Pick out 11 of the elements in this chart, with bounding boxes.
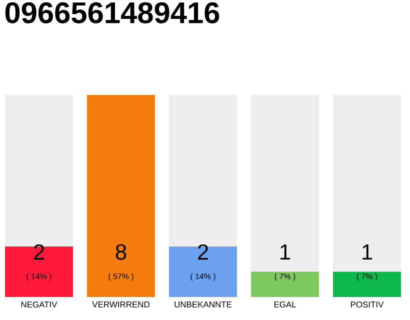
x-tick-label: EGAL	[274, 302, 296, 308]
data-label: 1	[362, 244, 372, 260]
x-tick-label: NEGATIV	[21, 302, 58, 308]
chart-title: 0966561489416	[5, 2, 220, 24]
x-tick-label: POSITIV	[350, 302, 384, 308]
x-tick-label: VERWIRREND	[92, 302, 150, 308]
data-label: 2	[34, 244, 44, 260]
x-tick-label: UNBEKANNTE	[174, 302, 232, 308]
data-label: 8	[116, 244, 126, 260]
data-label: 2	[198, 244, 208, 260]
data-label: 1	[280, 244, 290, 260]
